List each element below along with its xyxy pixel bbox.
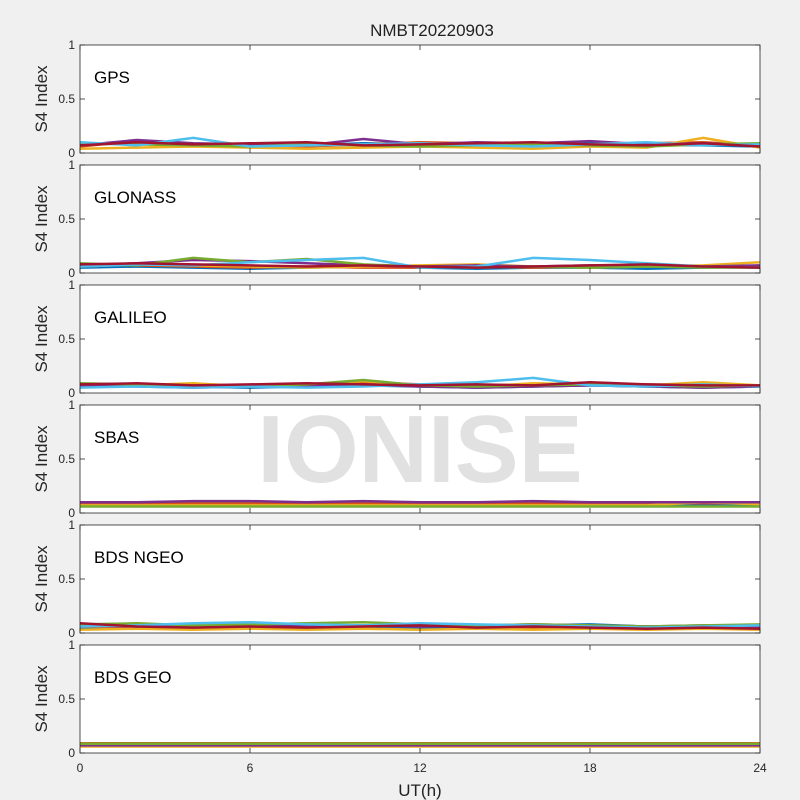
y-tick-label: 1 — [68, 638, 75, 652]
panel-label: GLONASS — [94, 188, 176, 207]
chart-title: NMBT20220903 — [370, 21, 494, 40]
y-axis-label: S4 Index — [32, 545, 51, 613]
y-tick-label: 0 — [68, 266, 75, 280]
x-tick-label: 0 — [77, 761, 84, 775]
y-tick-label: 0.5 — [58, 92, 75, 106]
y-tick-label: 1 — [68, 278, 75, 292]
y-tick-label: 0 — [68, 746, 75, 760]
panel-sbas: 0 0.5 1 S4 Index SBAS — [32, 398, 761, 520]
y-tick-label: 0.5 — [58, 572, 75, 586]
series-line — [79, 262, 761, 269]
y-tick-label: 1 — [68, 398, 75, 412]
panel-bds-geo: 0 6 12 18 24 0 0.5 1 S4 Index BDS GEO — [32, 638, 767, 775]
x-tick-label: 12 — [413, 761, 427, 775]
plot-area — [80, 285, 760, 393]
plot-area — [80, 405, 760, 513]
x-tick-label: 6 — [247, 761, 254, 775]
panel-label: BDS NGEO — [94, 548, 184, 567]
plot-area — [80, 525, 760, 633]
y-tick-label: 0 — [68, 506, 75, 520]
y-tick-label: 0.5 — [58, 212, 75, 226]
panel-label: SBAS — [94, 428, 139, 447]
y-tick-label: 0 — [68, 146, 75, 160]
panel-label: GPS — [94, 68, 130, 87]
panel-bds-ngeo: 0 0.5 1 S4 Index BDS NGEO — [32, 518, 761, 640]
y-axis-label: S4 Index — [32, 65, 51, 133]
y-tick-label: 0.5 — [58, 332, 75, 346]
y-tick-label: 0 — [68, 626, 75, 640]
y-tick-label: 0.5 — [58, 692, 75, 706]
series-line — [79, 140, 761, 148]
panel-gps: 0 0.5 1 S4 Index GPS — [32, 38, 761, 160]
y-axis-label: S4 Index — [32, 665, 51, 733]
plot-area — [80, 645, 760, 753]
panel-label: GALILEO — [94, 308, 167, 327]
y-tick-label: 1 — [68, 38, 75, 52]
x-tick-label: 24 — [753, 761, 767, 775]
y-axis-label: S4 Index — [32, 185, 51, 253]
y-tick-label: 1 — [68, 158, 75, 172]
panel-label: BDS GEO — [94, 668, 171, 687]
panels: 0 0.5 1 S4 Index GPS 0 0.5 1 S4 Index GLONASS 0 0.5… — [32, 38, 767, 775]
series-line — [79, 622, 761, 630]
panel-glonass: 0 0.5 1 S4 Index GLONASS — [32, 158, 761, 280]
plot-area — [80, 45, 760, 153]
y-axis-label: S4 Index — [32, 305, 51, 373]
y-tick-label: 0.5 — [58, 452, 75, 466]
y-tick-label: 0 — [68, 386, 75, 400]
x-axis-label: UT(h) — [398, 781, 441, 800]
y-axis-label: S4 Index — [32, 425, 51, 493]
plot-area — [80, 165, 760, 273]
series-line — [79, 380, 760, 387]
panel-galileo: 0 0.5 1 S4 Index GALILEO — [32, 278, 761, 400]
x-tick-label: 18 — [583, 761, 597, 775]
y-tick-label: 1 — [68, 518, 75, 532]
series-line — [80, 499, 760, 504]
